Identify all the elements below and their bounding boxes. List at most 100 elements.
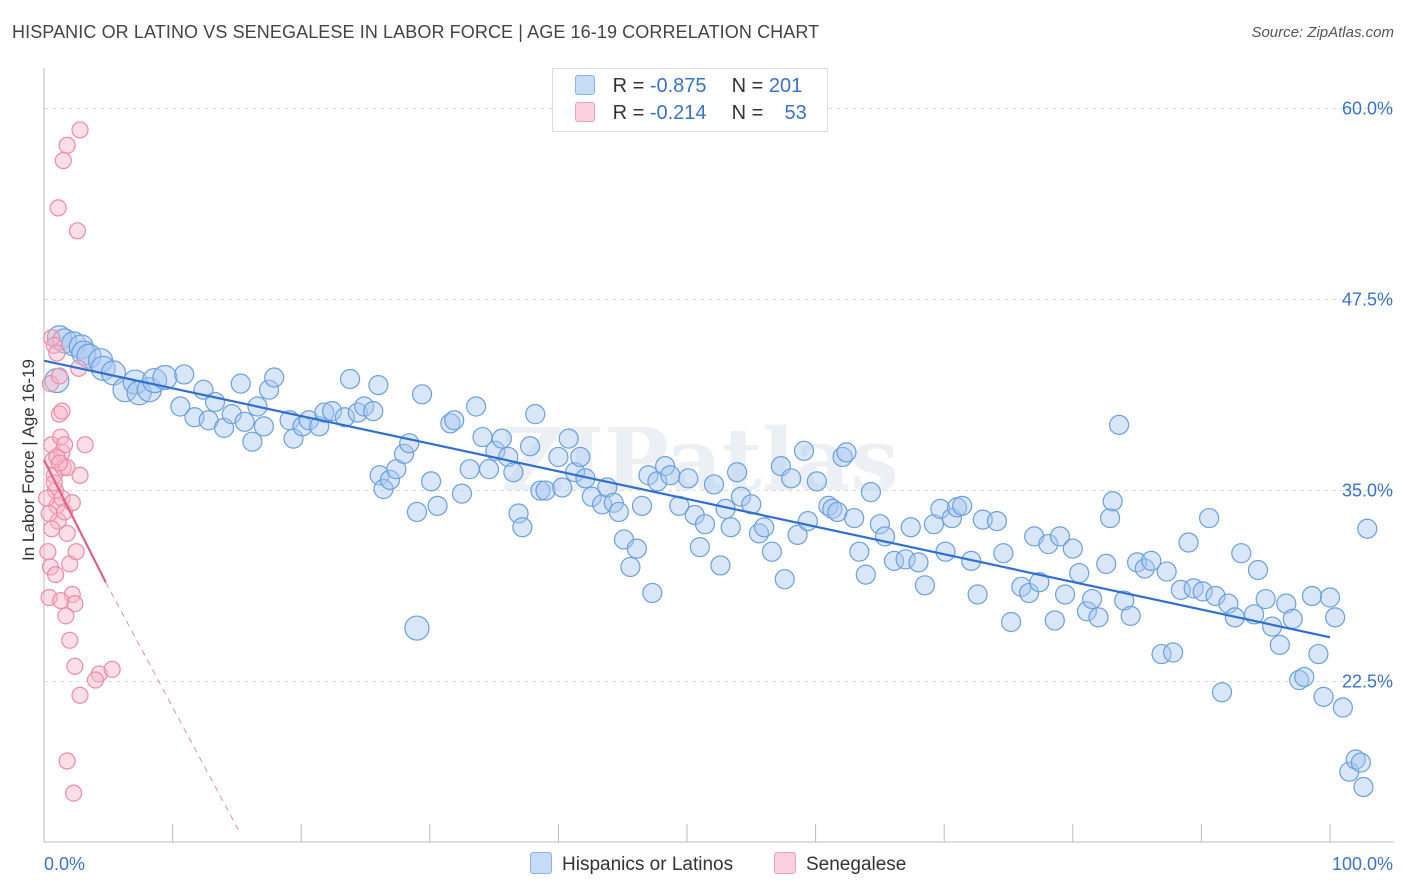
data-point-hispanic — [258, 379, 280, 400]
data-point-senegalese — [48, 344, 66, 362]
data-point-senegalese — [55, 436, 74, 454]
data-point-hispanic — [806, 471, 827, 492]
trend-line-senegalese — [43, 459, 107, 583]
legend-swatch-pink — [774, 852, 796, 874]
data-point-hispanic — [986, 511, 1008, 532]
r-label: R = — [612, 75, 645, 97]
data-point-senegalese — [61, 631, 79, 649]
data-point-hispanic — [631, 495, 653, 516]
data-point-hispanic — [548, 446, 569, 468]
data-point-hispanic — [710, 555, 731, 576]
data-point-senegalese — [52, 591, 70, 610]
data-point-senegalese — [66, 657, 84, 675]
data-point-hispanic — [581, 486, 602, 507]
data-point-senegalese — [49, 199, 67, 217]
data-point-hispanic — [379, 469, 401, 490]
data-point-hispanic — [525, 404, 546, 425]
r-value: -0.875 — [649, 75, 707, 97]
y-tick-label: 60.0% — [1342, 99, 1393, 119]
data-point-hispanic — [1247, 559, 1269, 581]
data-point-hispanic — [478, 459, 500, 480]
x-tick-label: 100.0% — [1332, 854, 1393, 874]
data-point-hispanic — [170, 396, 191, 417]
data-point-hispanic — [603, 492, 624, 513]
data-point-hispanic — [339, 368, 361, 390]
data-point-senegalese — [76, 436, 94, 454]
legend-row-senegalese: R = -0.214 N = 53 — [575, 102, 807, 126]
data-point-hispanic — [1192, 581, 1213, 602]
data-point-hispanic — [253, 416, 275, 437]
legend-swatch-blue — [530, 852, 552, 874]
y-tick-labels: 22.5% 35.0% 47.5% 60.0% — [1342, 99, 1393, 692]
n-value: 53 — [784, 102, 807, 124]
data-point-hispanic — [1114, 590, 1135, 611]
data-point-senegalese — [53, 402, 71, 420]
data-point-hispanic — [642, 582, 663, 604]
data-point-hispanic — [368, 375, 389, 396]
data-point-senegalese — [40, 504, 58, 523]
data-point-hispanic — [1276, 593, 1297, 614]
data-point-hispanic — [849, 541, 870, 562]
data-point-hispanic — [895, 549, 916, 570]
data-point-hispanic — [935, 541, 956, 562]
data-point-hispanic — [860, 481, 881, 503]
data-point-hispanic — [363, 401, 384, 422]
data-point-hispanic — [660, 465, 681, 486]
legend-row-hispanic: R = -0.875 N = 201 — [575, 75, 802, 99]
data-point-senegalese — [68, 222, 87, 240]
data-point-hispanic — [1096, 553, 1117, 575]
data-point-hispanic — [552, 477, 573, 498]
r-label: R = — [612, 102, 645, 124]
data-point-senegalese — [71, 466, 89, 484]
data-point-hispanic — [967, 584, 988, 605]
data-point-senegalese — [46, 565, 65, 584]
n-label: N = — [731, 102, 764, 124]
x-tick-label: 0.0% — [44, 854, 85, 874]
data-point-hispanic — [1044, 610, 1065, 631]
data-point-hispanic — [923, 514, 945, 535]
data-point-hispanic — [1255, 588, 1276, 610]
data-point-hispanic — [451, 483, 473, 504]
n-value: 201 — [768, 75, 803, 97]
data-point-hispanic — [1211, 682, 1233, 703]
data-point-hispanic — [1029, 572, 1050, 593]
data-point-hispanic — [512, 517, 533, 538]
data-point-hispanic — [1038, 533, 1059, 555]
n-label: N = — [731, 75, 764, 97]
data-point-hispanic — [1156, 561, 1177, 582]
data-point-hispanic — [535, 480, 556, 501]
data-point-hispanic — [993, 543, 1014, 564]
data-point-hispanic — [1081, 588, 1103, 610]
data-point-senegalese — [103, 660, 121, 678]
data-point-hispanic — [354, 396, 375, 417]
data-point-senegalese — [57, 607, 75, 625]
chart-title: HISPANIC OR LATINO VS SENEGALESE IN LABO… — [12, 22, 820, 42]
data-point-hispanic — [334, 407, 356, 428]
data-point-hispanic — [1269, 634, 1290, 655]
data-point-hispanic — [793, 440, 815, 461]
data-point-hispanic — [720, 517, 741, 538]
data-point-senegalese — [50, 454, 69, 472]
data-point-hispanic — [444, 410, 465, 431]
data-point-hispanic — [1357, 518, 1378, 539]
data-point-hispanic — [908, 552, 929, 573]
data-point-hispanic — [952, 495, 973, 516]
data-point-hispanic — [730, 486, 752, 507]
data-point-hispanic — [1018, 582, 1040, 604]
data-point-hispanic — [465, 396, 487, 417]
data-point-hispanic — [1325, 607, 1346, 628]
data-point-hispanic — [754, 517, 775, 538]
y-tick-label: 22.5% — [1342, 672, 1393, 692]
legend-item-senegalese: Senegalese — [774, 852, 906, 876]
data-point-hispanic — [787, 524, 808, 545]
data-point-hispanic — [242, 431, 263, 452]
data-point-hispanic — [411, 384, 433, 405]
data-point-senegalese — [37, 489, 56, 507]
data-point-hispanic — [230, 373, 251, 394]
data-point-hispanic — [1099, 507, 1121, 529]
data-point-hispanic — [234, 411, 255, 432]
data-point-hispanic — [221, 404, 242, 425]
data-point-hispanic — [914, 575, 936, 596]
r-value: -0.214 — [649, 102, 707, 124]
